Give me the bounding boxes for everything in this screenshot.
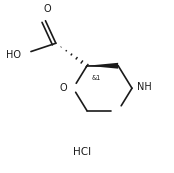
Text: HO: HO [6, 50, 21, 60]
Polygon shape [87, 63, 118, 69]
Text: &1: &1 [91, 75, 101, 81]
Text: NH: NH [137, 82, 152, 92]
Text: O: O [43, 4, 51, 14]
Text: O: O [60, 83, 67, 93]
Text: HCl: HCl [73, 147, 91, 157]
